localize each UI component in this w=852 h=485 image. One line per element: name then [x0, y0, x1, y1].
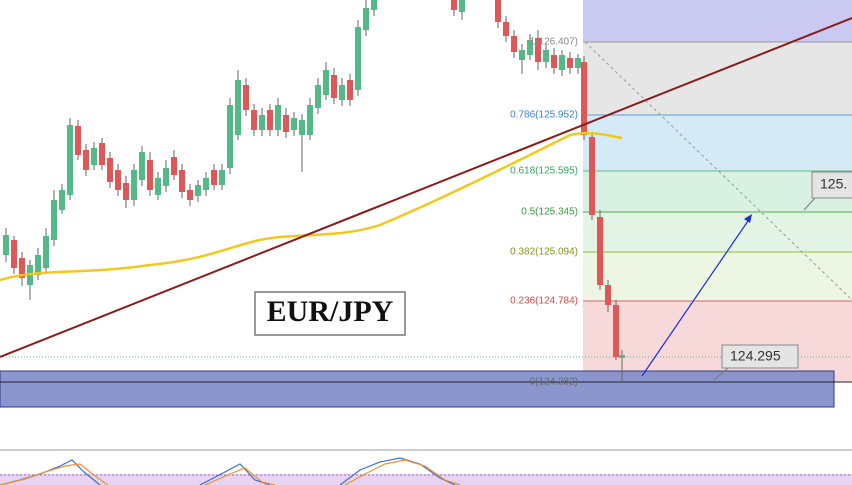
- candle: [83, 150, 89, 170]
- fib-label: 0.382(125.094): [510, 247, 578, 258]
- price-label: 124.295: [730, 348, 781, 364]
- fib-zone: [583, 115, 852, 171]
- candle: [347, 80, 353, 100]
- fib-zone: [583, 252, 852, 301]
- candle: [315, 85, 321, 108]
- candle: [527, 40, 533, 55]
- candle: [3, 235, 9, 255]
- candle: [307, 105, 313, 135]
- candle: [35, 255, 41, 275]
- candle: [115, 170, 121, 190]
- candle: [131, 170, 137, 200]
- fib-label: 1(126.407): [530, 37, 578, 48]
- fib-diagonal: [584, 41, 852, 301]
- candle: [323, 70, 329, 95]
- price-label: 125.: [820, 176, 847, 192]
- candle: [187, 190, 193, 200]
- fib-label: 0.618(125.595): [510, 166, 578, 177]
- candle: [519, 50, 525, 60]
- candle: [171, 157, 177, 175]
- candle: [99, 143, 105, 165]
- candle: [203, 178, 209, 190]
- candle: [371, 0, 377, 10]
- candle: [51, 200, 57, 240]
- candle: [339, 85, 345, 100]
- candle: [551, 55, 557, 68]
- trend-line: [0, 17, 852, 358]
- candle: [155, 178, 161, 195]
- candle: [459, 0, 465, 12]
- callout-line: [803, 196, 817, 211]
- candle: [211, 170, 217, 185]
- moving-average: [0, 131, 623, 282]
- price-box: [811, 171, 852, 199]
- arrow-head: [744, 214, 752, 223]
- candle: [59, 190, 65, 210]
- candle: [605, 285, 611, 305]
- fib-zone: [583, 171, 852, 212]
- candle: [259, 115, 265, 130]
- candle: [219, 170, 225, 185]
- stochastic-d: [0, 459, 461, 485]
- candle: [363, 8, 369, 30]
- candle: [267, 110, 273, 130]
- candle: [75, 126, 81, 155]
- candle: [179, 170, 185, 192]
- fib-zone: [583, 42, 852, 115]
- fib-zone: [583, 212, 852, 252]
- candle: [299, 120, 305, 135]
- candle: [19, 258, 25, 278]
- fib-label: 0.786(125.952): [510, 110, 578, 121]
- candle: [597, 217, 603, 285]
- candle: [567, 58, 573, 68]
- candle: [503, 22, 509, 36]
- candle: [243, 85, 249, 110]
- candle: [275, 105, 281, 130]
- candle: [581, 62, 587, 135]
- candle: [511, 36, 517, 52]
- arrow: [641, 217, 751, 377]
- candle: [251, 110, 257, 130]
- fib-label: 0.236(124.784): [510, 296, 578, 307]
- candle: [331, 75, 337, 98]
- candle: [619, 355, 625, 358]
- fib-zone: [583, 0, 852, 42]
- candle: [355, 27, 361, 90]
- candle: [147, 160, 153, 190]
- candle: [451, 0, 457, 10]
- candle: [163, 168, 169, 186]
- candle: [291, 118, 297, 130]
- callout-line: [713, 367, 729, 381]
- candle: [107, 158, 113, 182]
- title-box: [254, 291, 406, 336]
- candle: [283, 115, 289, 132]
- fib-zone: [583, 301, 852, 382]
- candle: [195, 185, 201, 196]
- candle: [495, 0, 501, 22]
- price-box: [721, 344, 799, 369]
- candle: [123, 183, 129, 200]
- fib-label: 0.5(125.345): [521, 207, 578, 218]
- support-zone: [0, 370, 835, 408]
- candle: [91, 148, 97, 165]
- candle: [589, 137, 595, 215]
- candle: [11, 240, 17, 268]
- candle: [559, 55, 565, 70]
- candle: [535, 38, 541, 62]
- candle: [139, 152, 145, 180]
- candle: [613, 305, 619, 357]
- candles: [3, 0, 625, 358]
- fib-label: 0(124.282): [530, 377, 578, 388]
- candle: [227, 105, 233, 168]
- fib-lines: [583, 41, 852, 302]
- candle: [575, 58, 581, 68]
- candle: [43, 236, 49, 268]
- indicator-band: [0, 474, 852, 485]
- candle: [543, 50, 549, 62]
- title: EUR/JPY: [267, 295, 394, 328]
- candle: [235, 80, 241, 135]
- candle: [67, 125, 73, 195]
